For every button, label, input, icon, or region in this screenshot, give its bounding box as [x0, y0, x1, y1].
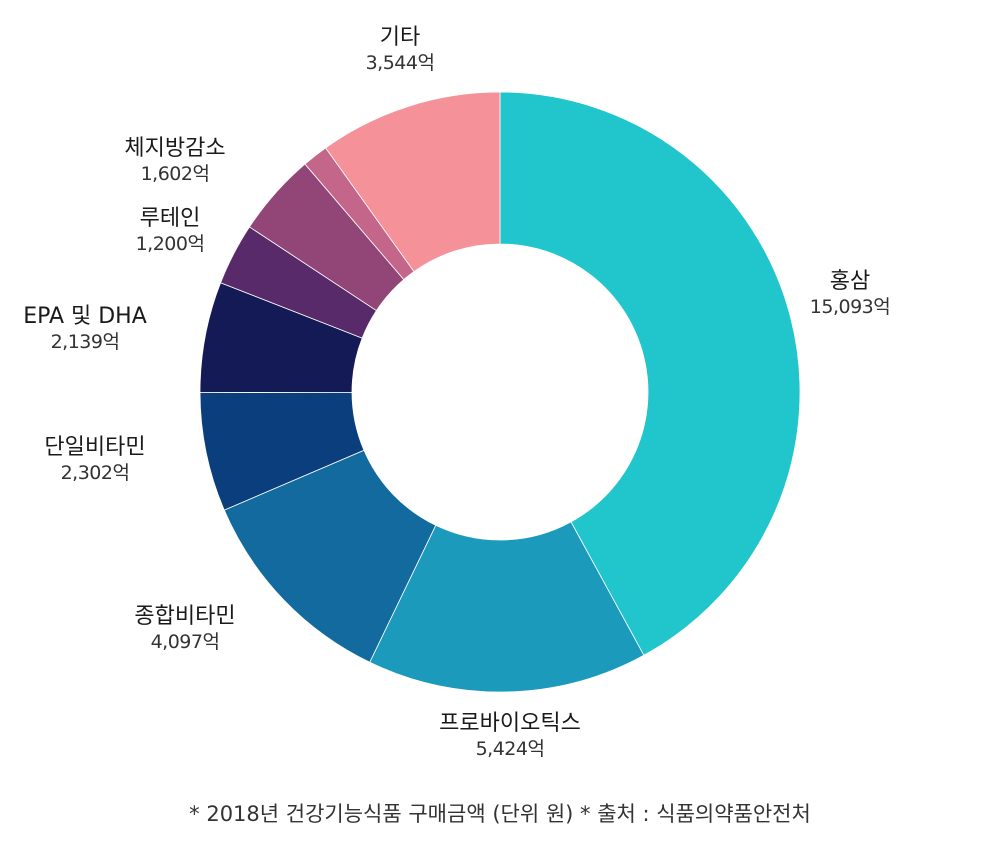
slice-value: 1,200억: [135, 232, 205, 255]
label-body-fat: 체지방감소 1,602억: [90, 135, 260, 186]
slice-value: 2,139억: [50, 330, 120, 353]
donut-slice-0: [499, 91, 801, 656]
slice-value: 5,424억: [475, 737, 545, 760]
slice-name: 프로바이오틱스: [439, 711, 581, 736]
slice-value: 4,097억: [150, 630, 220, 653]
label-hongsam: 홍삼 15,093억: [800, 268, 900, 319]
slice-name: 기타: [379, 25, 421, 50]
donut-slice-1: [369, 521, 645, 693]
slice-value: 3,544억: [365, 51, 435, 74]
slice-name: 단일비타민: [44, 435, 146, 460]
slice-name: 종합비타민: [134, 604, 236, 629]
slice-name: EPA 및 DHA: [23, 304, 147, 329]
source-footnote: * 2018년 건강기능식품 구매금액 (단위 원) * 출처 : 식품의약품안…: [189, 802, 811, 826]
label-single-vitamin: 단일비타민 2,302억: [5, 434, 185, 485]
label-other: 기타 3,544억: [330, 24, 470, 75]
label-epa-dha: EPA 및 DHA 2,139억: [0, 303, 170, 354]
slice-name: 홍삼: [829, 269, 871, 294]
label-multivitamin: 종합비타민 4,097억: [95, 603, 275, 654]
slice-value: 15,093억: [809, 295, 891, 318]
label-lutein: 루테인 1,200억: [105, 205, 235, 256]
slice-name: 루테인: [139, 206, 201, 231]
donut-slice-8: [325, 91, 501, 273]
slice-value: 2,302억: [60, 461, 130, 484]
slice-name: 체지방감소: [124, 136, 226, 161]
slice-value: 1,602억: [140, 162, 210, 185]
label-probiotics: 프로바이오틱스 5,424억: [400, 710, 620, 761]
